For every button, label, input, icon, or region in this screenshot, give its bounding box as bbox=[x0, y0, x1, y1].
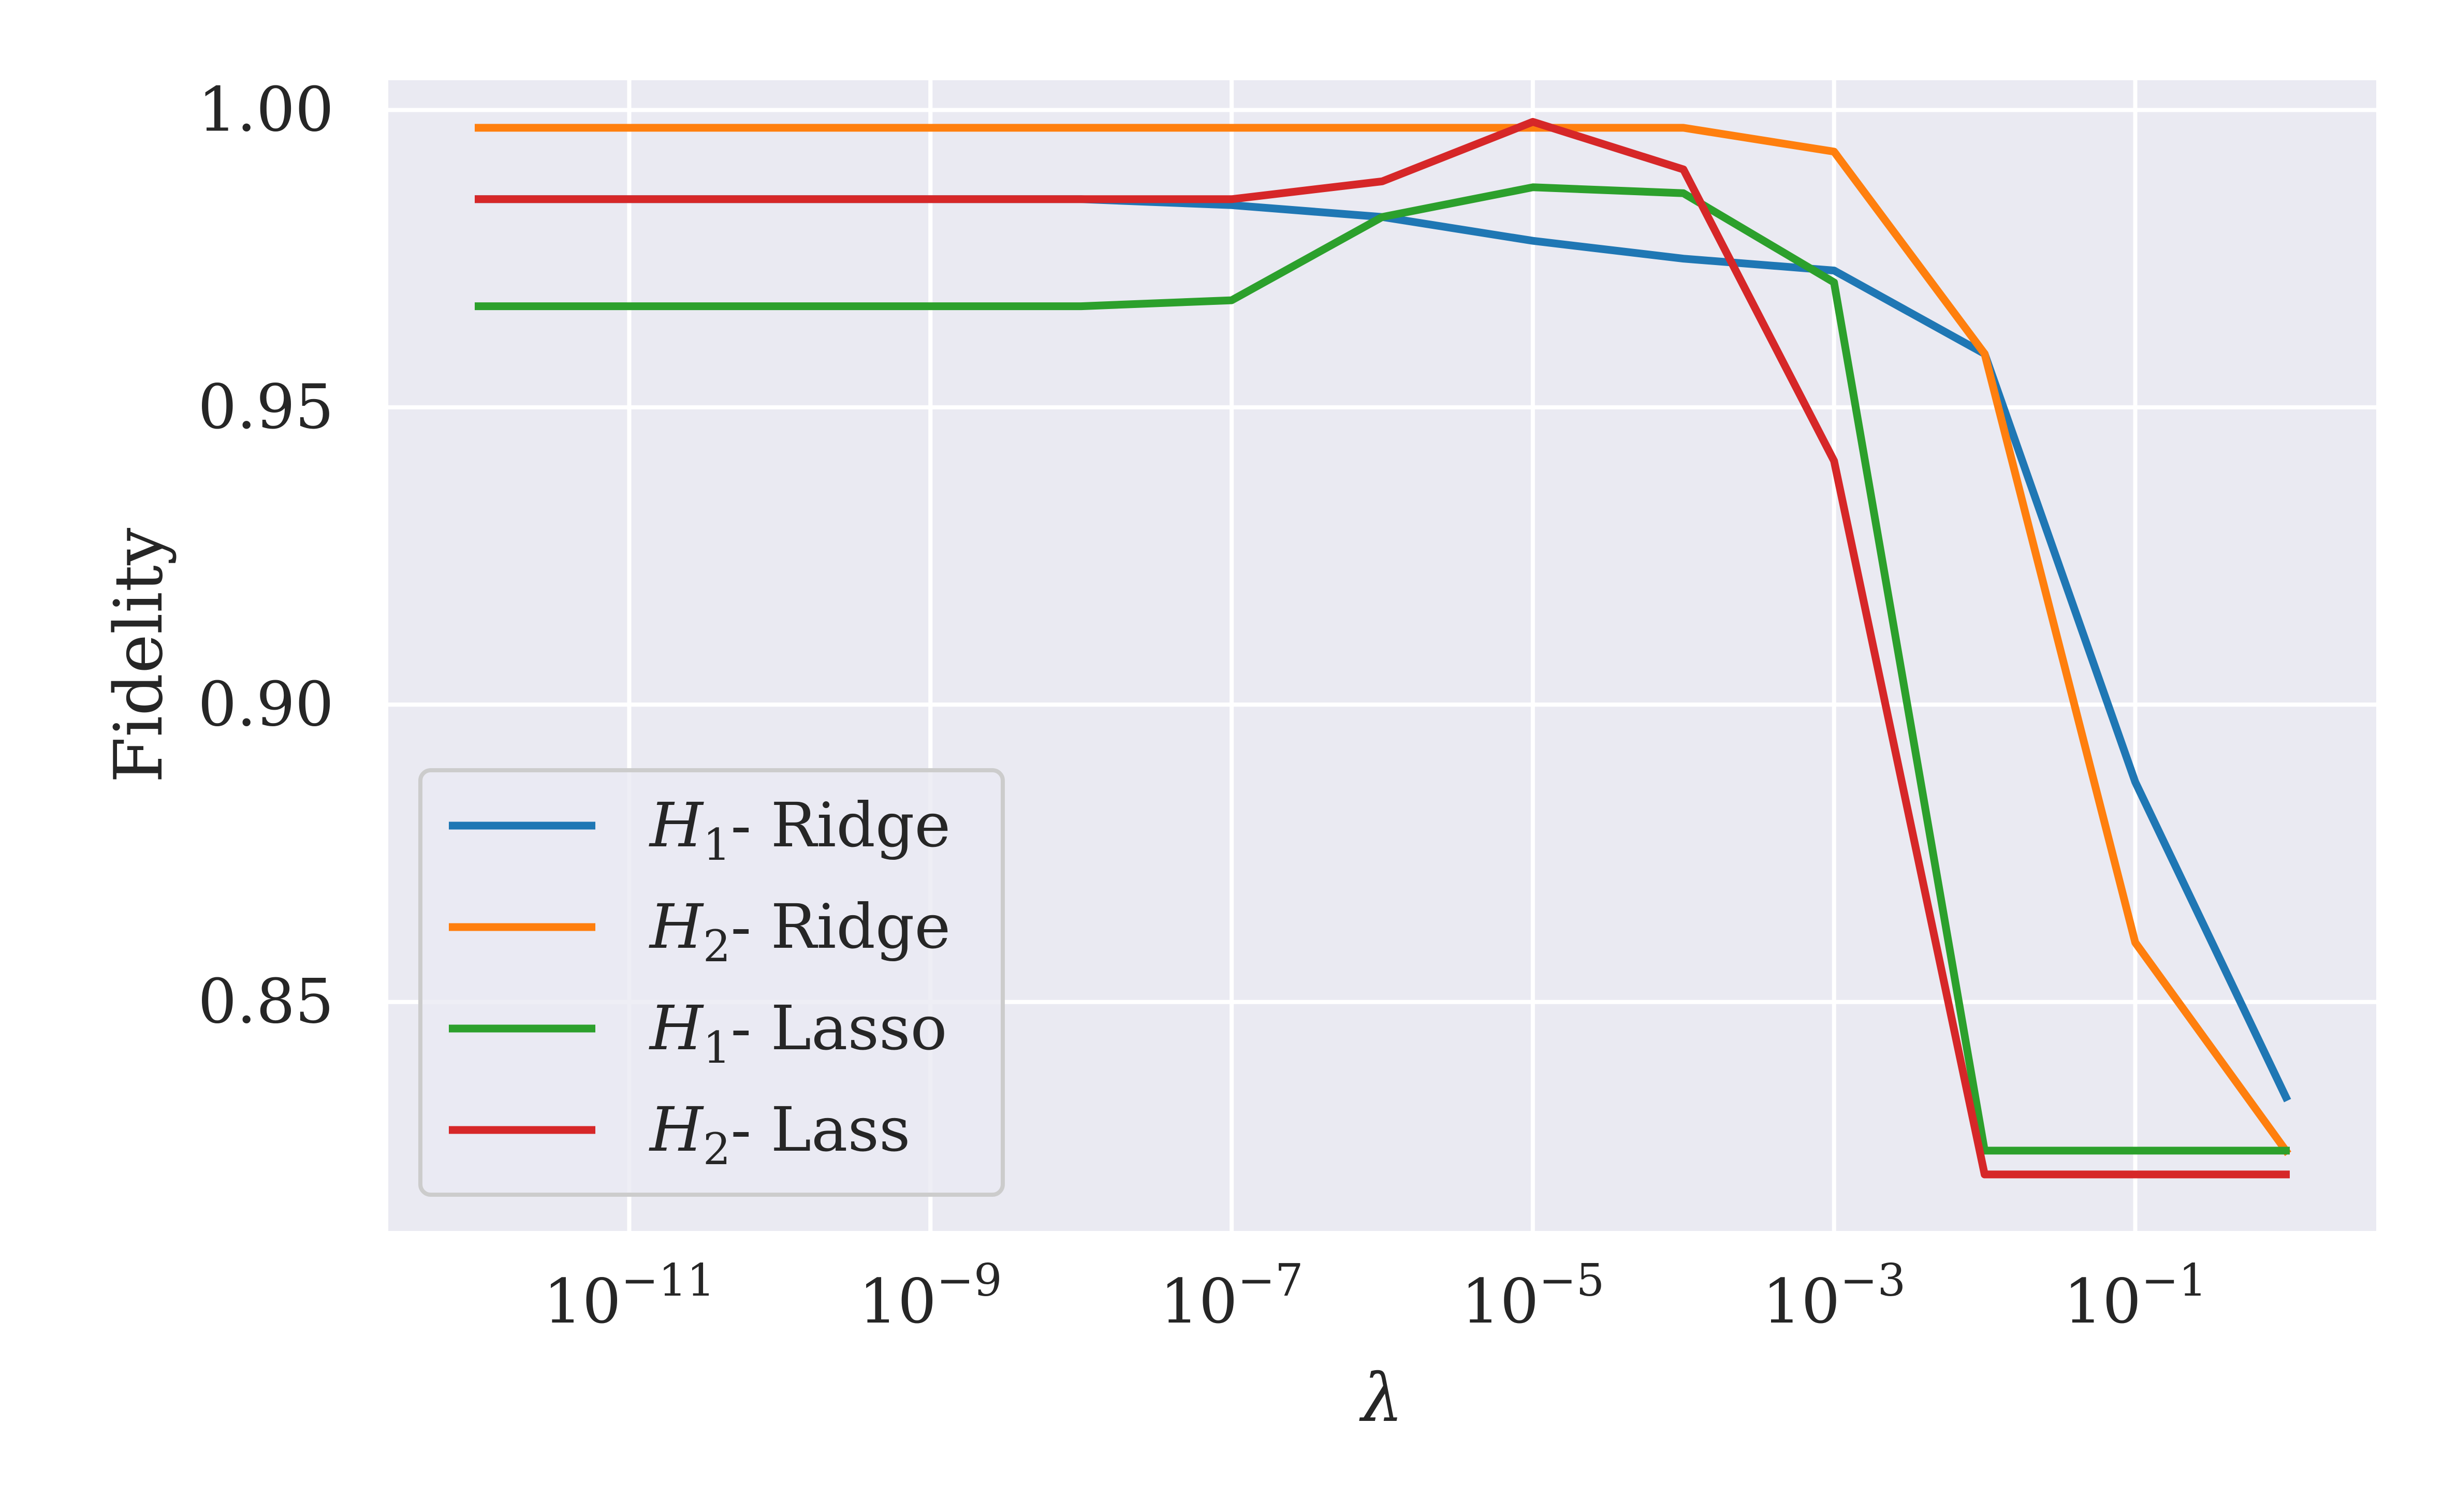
y-tick-label: 0.95 bbox=[198, 371, 334, 443]
x-tick-label: 10−11 bbox=[544, 1255, 715, 1337]
x-tick-label: 10−1 bbox=[2064, 1255, 2207, 1337]
y-tick-label: 1.00 bbox=[198, 74, 334, 145]
series-line bbox=[475, 183, 2290, 1155]
x-tick-label: 10−7 bbox=[1160, 1255, 1304, 1337]
x-tick-label: 10−5 bbox=[1461, 1255, 1604, 1337]
y-tick-label: 0.85 bbox=[198, 966, 334, 1037]
y-tick-labels: 0.85 0.90 0.95 1.00 bbox=[198, 74, 334, 1037]
series-line bbox=[475, 124, 2291, 1156]
legend-label: H2- Lass bbox=[649, 1094, 911, 1175]
legend-box bbox=[418, 768, 1005, 1197]
legend-label: H2- Ridge bbox=[649, 891, 950, 972]
legend: H1- Ridge H2- Ridge H1- Lasso H2- Lass bbox=[418, 768, 1005, 1197]
y-axis-label: Fidelity bbox=[100, 527, 178, 783]
x-tick-label: 10−9 bbox=[859, 1255, 1002, 1337]
grid-lines bbox=[388, 80, 2376, 1231]
x-axis-label: λ bbox=[1358, 1360, 1403, 1437]
series-line bbox=[475, 118, 2290, 1179]
x-tick-labels: 10−11 10−9 10−7 10−5 10−3 10−1 bbox=[544, 1255, 2207, 1337]
legend-label: H1- Lasso bbox=[649, 992, 947, 1073]
y-tick-label: 0.90 bbox=[198, 668, 334, 740]
legend-label: H1- Ridge bbox=[649, 789, 950, 870]
x-tick-label: 10−3 bbox=[1762, 1255, 1906, 1337]
data-series bbox=[475, 118, 2291, 1179]
